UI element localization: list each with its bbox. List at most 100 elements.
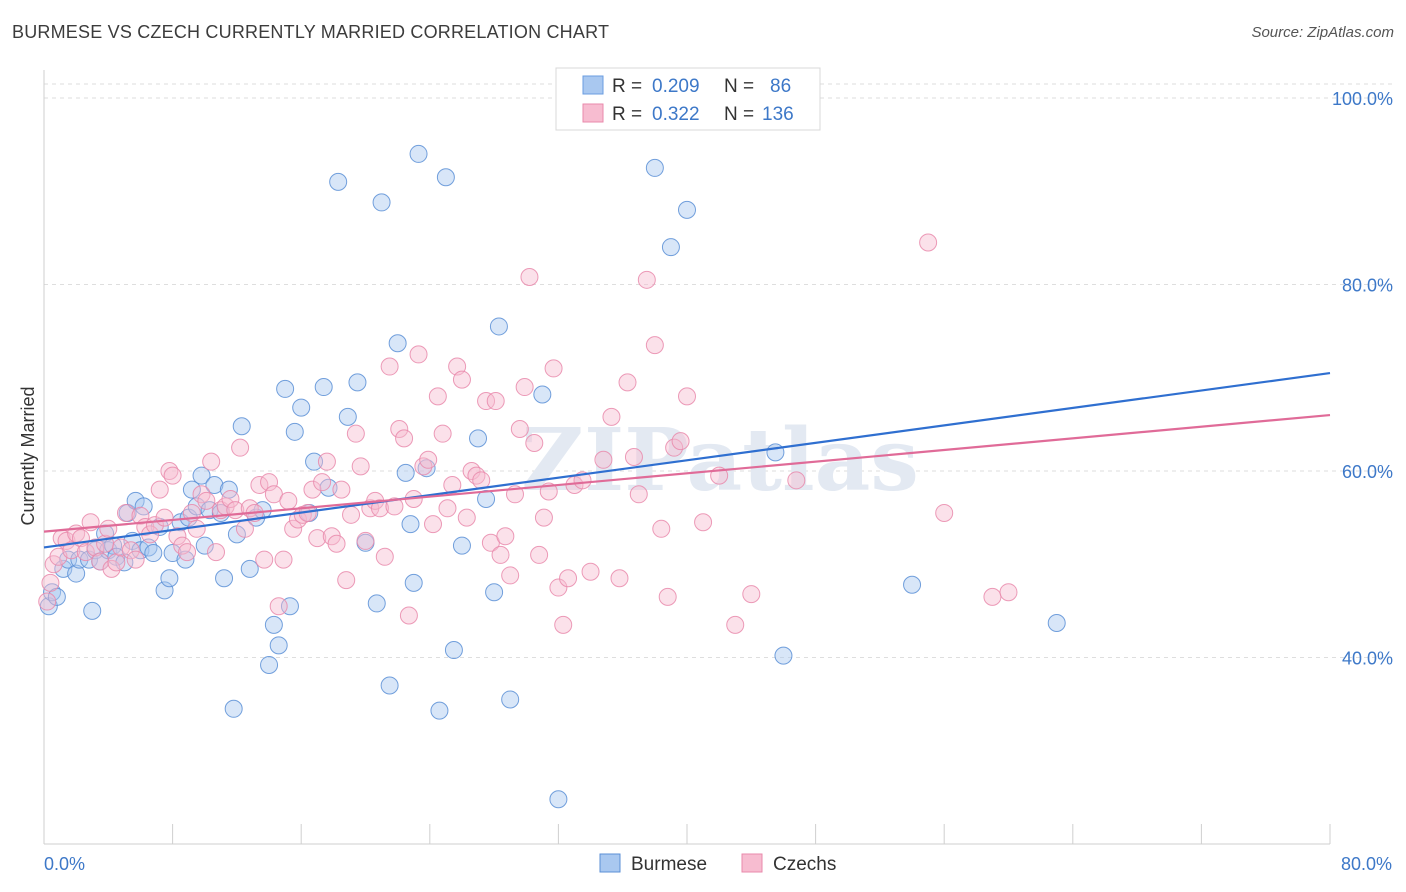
point-burmese (269, 636, 288, 655)
point-burmese (430, 701, 449, 720)
point-czechs (726, 615, 745, 634)
point-czechs (496, 527, 515, 546)
point-czechs (594, 450, 613, 469)
bottom-legend-swatch-czechs (741, 853, 763, 873)
point-czechs (399, 606, 418, 625)
point-czechs (678, 387, 696, 406)
point-burmese (469, 429, 488, 448)
point-burmese (501, 690, 520, 709)
point-czechs (150, 480, 169, 499)
point-czechs (443, 475, 462, 494)
point-czechs (419, 450, 438, 469)
point-burmese (160, 569, 179, 588)
point-czechs (658, 587, 677, 606)
point-czechs (390, 420, 409, 439)
trend-line-czechs (43, 413, 1331, 533)
point-czechs (255, 550, 274, 569)
point-burmese (452, 536, 471, 555)
point-burmese (276, 379, 295, 398)
point-burmese (489, 317, 508, 336)
y-axis-title: Currently Married (18, 386, 38, 525)
point-czechs (501, 566, 520, 585)
point-czechs (187, 519, 206, 538)
point-czechs (279, 491, 298, 510)
point-czechs (260, 473, 279, 492)
point-czechs (742, 585, 761, 604)
point-czechs (486, 392, 505, 411)
point-czechs (370, 499, 389, 518)
point-czechs (645, 336, 664, 355)
point-burmese (67, 564, 86, 583)
watermark: ZIPatlas (521, 410, 919, 511)
point-burmese (404, 573, 423, 592)
point-czechs (332, 480, 351, 499)
legend-n-label-czechs: N = (724, 104, 754, 125)
point-czechs (637, 270, 656, 289)
point-czechs (515, 378, 534, 397)
point-czechs (395, 429, 414, 448)
point-czechs (76, 543, 95, 562)
y-tick-label: 60.0% (1342, 462, 1393, 482)
trend-line-burmese (43, 371, 1331, 549)
legend-r-label-burmese: R = (612, 76, 642, 97)
bottom-legend-swatch-burmese (599, 853, 621, 873)
point-czechs (477, 392, 496, 411)
point-czechs (375, 547, 394, 566)
point-burmese (285, 422, 304, 441)
point-burmese (260, 655, 279, 674)
bottom-legend-label-czechs: Czechs (773, 854, 836, 875)
point-czechs (457, 508, 476, 527)
point-czechs (983, 587, 1002, 606)
legend-n-value-czechs: 136 (762, 104, 794, 125)
point-burmese (134, 497, 153, 516)
point-czechs (202, 452, 221, 471)
point-czechs (380, 357, 399, 376)
point-czechs (126, 550, 145, 569)
point-czechs (313, 473, 332, 492)
point-czechs (919, 233, 938, 252)
point-czechs (409, 345, 428, 364)
point-czechs (41, 573, 60, 592)
point-burmese (549, 790, 568, 809)
point-burmese (388, 334, 407, 353)
point-czechs (351, 457, 370, 476)
point-czechs (491, 545, 510, 564)
point-czechs (629, 485, 648, 504)
bottom-legend-label-burmese: Burmese (631, 854, 707, 875)
point-czechs (62, 541, 81, 560)
point-czechs (610, 569, 629, 588)
point-burmese (215, 569, 234, 588)
point-burmese (678, 200, 696, 219)
point-czechs (544, 359, 563, 378)
point-burmese (409, 144, 428, 163)
point-czechs (337, 571, 356, 590)
point-burmese (903, 575, 922, 594)
point-czechs (346, 424, 365, 443)
point-czechs (91, 552, 110, 571)
point-czechs (534, 508, 553, 527)
legend-r-label-czechs: R = (612, 104, 642, 125)
point-burmese (144, 544, 163, 563)
point-burmese (205, 475, 224, 494)
legend-bottom: Burmese Czechs (599, 853, 836, 875)
point-czechs (207, 543, 226, 562)
point-czechs (308, 529, 327, 548)
x-tick-labels: 0.0% 80.0% (44, 854, 1392, 874)
point-czechs (999, 583, 1018, 602)
point-burmese (380, 676, 399, 695)
point-czechs (99, 519, 118, 538)
point-czechs (221, 489, 240, 508)
point-burmese (155, 581, 174, 600)
point-czechs (317, 452, 336, 471)
point-czechs (107, 553, 126, 572)
point-czechs (86, 538, 105, 557)
point-czechs (197, 491, 216, 510)
point-burmese (401, 515, 420, 534)
point-burmese (645, 158, 664, 177)
point-czechs (554, 615, 573, 634)
point-czechs (356, 531, 375, 550)
point-burmese (485, 583, 504, 602)
point-czechs (428, 387, 447, 406)
point-czechs (935, 503, 954, 522)
